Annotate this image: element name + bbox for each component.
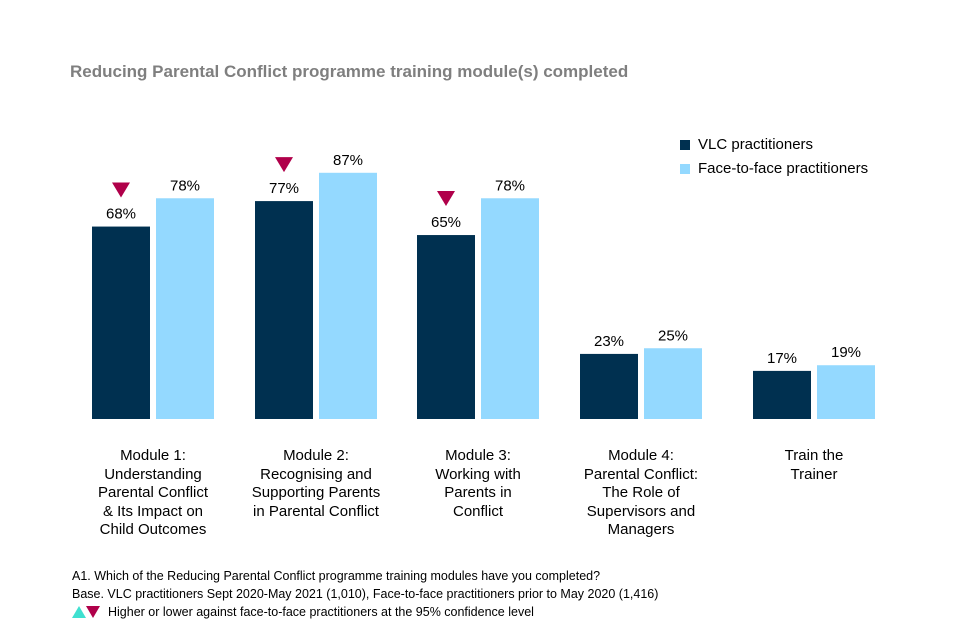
bar-vlc-2 <box>255 201 313 419</box>
bar-vlc-5 <box>753 370 811 419</box>
category-label-line: in Parental Conflict <box>253 502 379 520</box>
category-label-4: Module 4: Parental Conflict: The Role of Su… <box>566 447 716 540</box>
bar-vlc-3 <box>417 235 475 419</box>
bar-face-to-face-3 <box>481 198 539 419</box>
legend-item-face-to-face: Face-to-face practitioners <box>680 160 868 177</box>
bar-vlc-1 <box>92 226 150 419</box>
category-label-1: Module 1: Understanding Parental Conflict &… <box>78 447 228 540</box>
category-label-line: Child Outcomes <box>99 521 207 538</box>
bar-face-to-face-5 <box>817 365 875 419</box>
data-label-face-to-face-2: 87% <box>333 152 363 169</box>
data-label-vlc-3: 65% <box>431 214 461 231</box>
category-label-line: Parents in <box>444 484 512 501</box>
category-label-line: Parental Conflict <box>97 484 209 501</box>
category-label-line: Understanding <box>104 465 202 483</box>
significance-triangles-icon <box>72 606 100 618</box>
data-label-vlc-5: 17% <box>767 350 797 367</box>
legend-swatch-face-to-face <box>680 163 690 174</box>
significance-lower-marker-3 <box>437 191 455 207</box>
base-footnote: Base. VLC practitioners Sept 2020-May 20… <box>72 587 659 601</box>
category-label-line: Trainer <box>790 465 838 483</box>
data-label-face-to-face-1: 78% <box>170 177 200 194</box>
category-label-2: Module 2: Recognising and Supporting Paren… <box>241 447 391 521</box>
legend-label-vlc: VLC practitioners <box>698 136 814 153</box>
bar-vlc-4 <box>580 353 638 419</box>
data-label-face-to-face-3: 78% <box>495 177 525 194</box>
legend-label-face-to-face: Face-to-face practitioners <box>698 160 869 177</box>
category-label-line: Working with <box>435 465 521 483</box>
significance-lower-marker-1 <box>112 182 130 198</box>
chart-title: Reducing Parental Conflict programme tra… <box>70 62 629 81</box>
bar-face-to-face-4 <box>644 348 702 419</box>
category-label-line: Train the <box>784 447 844 464</box>
category-label-line: Managers <box>607 521 675 538</box>
category-label-3: Module 3: Working with Parents in Conflict <box>403 447 553 521</box>
legend-swatch-vlc <box>680 139 690 150</box>
data-label-face-to-face-4: 25% <box>658 327 688 344</box>
category-label-line: Recognising and <box>260 465 372 483</box>
category-label-line: Supporting Parents <box>251 484 381 501</box>
category-label-line: Module 2: <box>283 447 349 464</box>
category-label-line: The Role of <box>602 484 680 501</box>
data-label-vlc-1: 68% <box>106 206 136 223</box>
legend-item-vlc: VLC practitioners <box>680 136 813 153</box>
category-label-line: Module 3: <box>445 447 511 464</box>
category-label-line: & Its Impact on <box>102 502 204 520</box>
significance-key: Higher or lower against face-to-face pra… <box>72 605 534 619</box>
significance-key-text: Higher or lower against face-to-face pra… <box>108 605 534 619</box>
question-footnote: A1. Which of the Reducing Parental Confl… <box>72 569 601 583</box>
data-label-vlc-2: 77% <box>269 180 299 197</box>
bar-face-to-face-1 <box>156 198 214 419</box>
significance-lower-marker-2 <box>275 157 293 173</box>
data-label-face-to-face-5: 19% <box>831 344 861 361</box>
category-label-line: Parental Conflict: <box>583 465 699 483</box>
category-label-line: Module 1: <box>120 447 186 464</box>
category-label-line: Supervisors and <box>586 502 696 520</box>
category-label-line: Conflict <box>452 502 504 520</box>
data-label-vlc-4: 23% <box>594 333 624 350</box>
bar-face-to-face-2 <box>319 172 377 419</box>
category-label-line: Module 4: <box>608 447 674 464</box>
category-label-5: Train the Trainer <box>739 447 889 484</box>
